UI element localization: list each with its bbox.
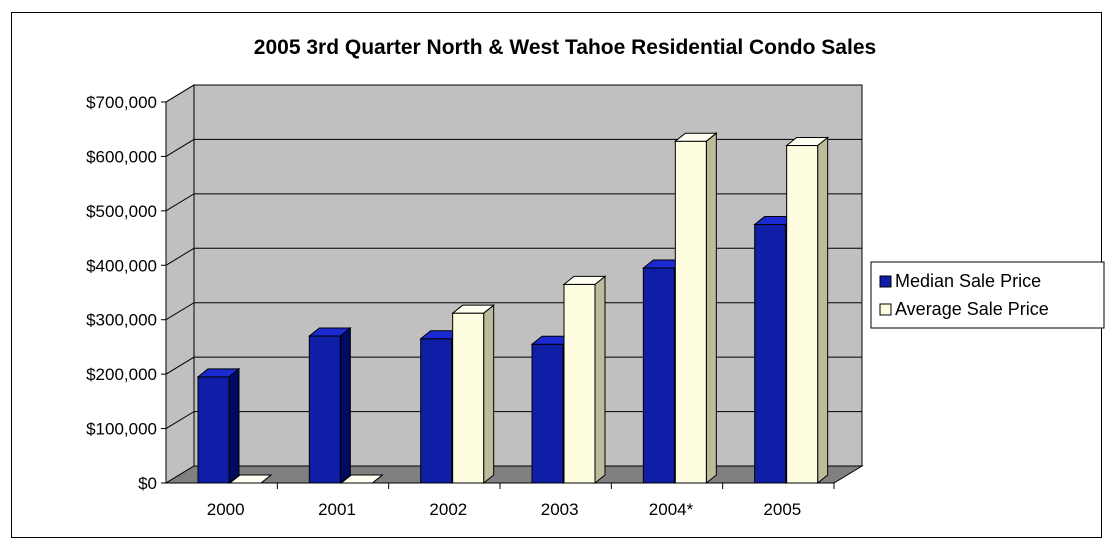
bar-average-1-top: [339, 474, 384, 484]
bar-median-3-front: [531, 343, 564, 484]
legend-swatch-1: [879, 303, 892, 316]
bar-average-5-top: [785, 137, 830, 147]
gridline: [165, 138, 862, 157]
bar-median-2-front: [420, 338, 453, 484]
bar-average-3-front: [563, 283, 596, 484]
gridline: [165, 84, 862, 103]
legend-label-0: Median Sale Price: [895, 271, 1041, 291]
bar-median-1-top: [307, 327, 352, 337]
gridline: [165, 247, 862, 266]
bar-average-0-top: [228, 474, 273, 484]
x-tick-label: 2002: [429, 500, 467, 519]
chart-title: 2005 3rd Quarter North & West Tahoe Resi…: [254, 36, 876, 59]
bar-average-3-side: [594, 275, 606, 485]
bar-average-2-front: [452, 312, 485, 484]
y-tick-label: $700,000: [86, 93, 157, 112]
bar-average-5-side: [817, 136, 829, 485]
legend-box: [870, 261, 1105, 329]
y-tick-label: $300,000: [86, 311, 157, 330]
bar-average-4-top: [673, 132, 718, 142]
bar-average-5-front: [786, 145, 819, 484]
bar-median-1-front: [308, 335, 341, 484]
bar-average-2-top: [451, 304, 496, 314]
bar-median-4-front: [642, 267, 675, 484]
gridline: [165, 356, 862, 375]
bar-median-1-side: [339, 327, 351, 485]
bar-average-2-side: [483, 304, 495, 485]
bar-median-0-top: [196, 368, 241, 378]
x-tick-label: 2004*: [649, 500, 694, 519]
gridline: [165, 411, 862, 429]
bar-average-3: [562, 275, 607, 485]
x-tick-label: 2001: [318, 500, 356, 519]
y-tick-label: $400,000: [86, 256, 157, 275]
bar-average-4-side: [705, 132, 717, 485]
x-tick-label: 2000: [207, 500, 245, 519]
y-tick-label: $600,000: [86, 147, 157, 166]
bar-median-0-front: [197, 376, 230, 484]
y-tick-label: $0: [138, 474, 157, 493]
x-tick-label: 2005: [763, 500, 801, 519]
bar-median-0: [196, 367, 241, 485]
gridline: [165, 193, 862, 212]
side-wall: [165, 84, 195, 484]
bar-average-3-top: [562, 275, 607, 285]
bar-average-5: [785, 136, 830, 485]
bar-median-0-side: [228, 367, 240, 485]
gridline: [165, 302, 862, 321]
y-tick-label: $100,000: [86, 420, 157, 439]
bar-average-1: [339, 474, 384, 484]
y-tick-label: $500,000: [86, 202, 157, 221]
legend-label-1: Average Sale Price: [895, 299, 1049, 319]
x-tick-label: 2003: [541, 500, 579, 519]
bar-average-4: [673, 132, 718, 485]
bar-average-2: [451, 304, 496, 485]
legend-swatch-0: [879, 275, 892, 288]
y-tick-label: $200,000: [86, 365, 157, 384]
bar-average-4-front: [674, 140, 707, 484]
bar-median-5-front: [754, 223, 787, 484]
bar-median-1: [307, 327, 352, 485]
bar-average-0: [228, 474, 273, 484]
